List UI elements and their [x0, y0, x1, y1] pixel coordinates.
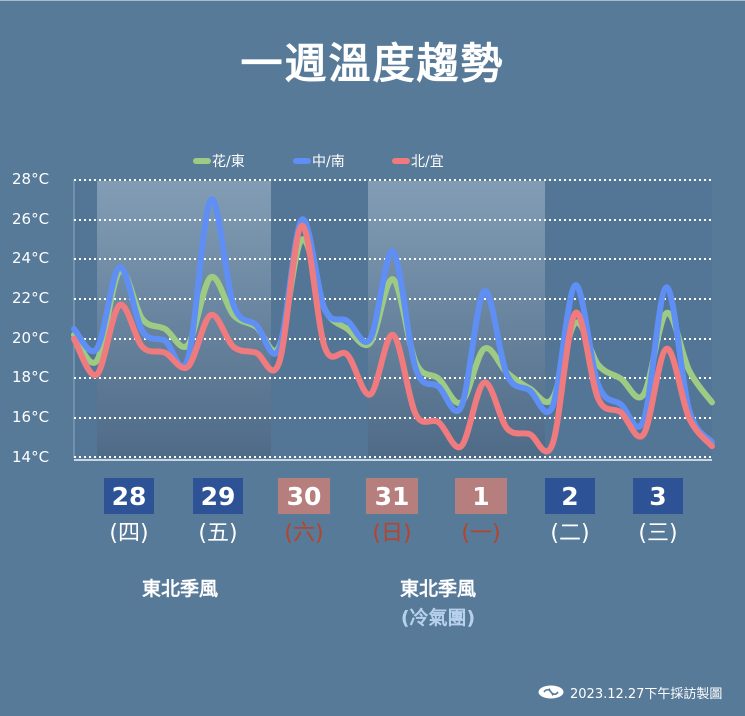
page-title: 一週溫度趨勢	[240, 39, 505, 88]
y-tick-14: 14°C	[12, 448, 50, 466]
series-line	[71, 236, 715, 407]
date-box-28: 28	[104, 478, 154, 514]
date-number: 28	[111, 481, 147, 511]
date-box-29: 29	[193, 478, 243, 514]
y-tick-24: 24°C	[12, 249, 50, 267]
series-line	[71, 222, 715, 455]
y-tick-16: 16°C	[12, 408, 50, 426]
y-tick-22: 22°C	[12, 289, 50, 307]
date-box-2: 2	[545, 478, 595, 514]
weekday-label: (一)	[461, 521, 501, 546]
legend-swatch-blue-icon	[293, 158, 311, 164]
legend-swatch-red-icon	[392, 158, 410, 164]
date-box-3: 3	[633, 478, 683, 514]
cwa-logo-icon	[538, 685, 564, 699]
weekday-label: (日)	[372, 521, 412, 546]
legend-label: 中/南	[312, 154, 345, 170]
y-tick-20: 20°C	[12, 329, 50, 347]
date-number: 3	[649, 481, 667, 511]
date-number: 31	[374, 481, 410, 511]
weekday-label: (四)	[109, 521, 149, 546]
y-tick-28: 28°C	[12, 170, 50, 188]
y-tick-26: 26°C	[12, 210, 50, 228]
annotation-monsoon-2: 東北季風	[399, 578, 476, 600]
shaded-band-2	[368, 181, 545, 458]
legend-label: 花/東	[212, 154, 245, 170]
date-number: 30	[286, 481, 322, 511]
legend-swatch-green-icon	[193, 158, 211, 164]
date-box-30: 30	[278, 478, 330, 514]
legend-item-east: 花/東	[193, 151, 245, 171]
annotation-monsoon-1: 東北季風	[141, 578, 218, 600]
weekday-label: (六)	[284, 521, 324, 546]
date-box-1: 1	[455, 478, 507, 514]
date-number: 2	[561, 481, 579, 511]
gridlines	[74, 179, 712, 458]
date-number: 1	[472, 481, 490, 511]
weekday-label: (五)	[198, 521, 238, 546]
series-lines	[71, 196, 715, 455]
legend-item-north: 北/宜	[392, 151, 444, 171]
footer-text: 2023.12.27下午採訪製圖	[570, 686, 723, 702]
y-tick-18: 18°C	[12, 368, 50, 386]
date-number: 29	[200, 481, 236, 511]
annotation-cold-air-mass: (冷氣團)	[400, 607, 476, 629]
footer-credit: 2023.12.27下午採訪製圖	[538, 683, 723, 702]
weekday-label: (二)	[550, 521, 590, 546]
legend-label: 北/宜	[411, 154, 444, 170]
date-box-31: 31	[366, 478, 418, 514]
top-border	[0, 0, 745, 1]
legend-item-central-south: 中/南	[293, 151, 345, 171]
series-line	[71, 196, 715, 446]
weekday-label: (三)	[638, 521, 678, 546]
